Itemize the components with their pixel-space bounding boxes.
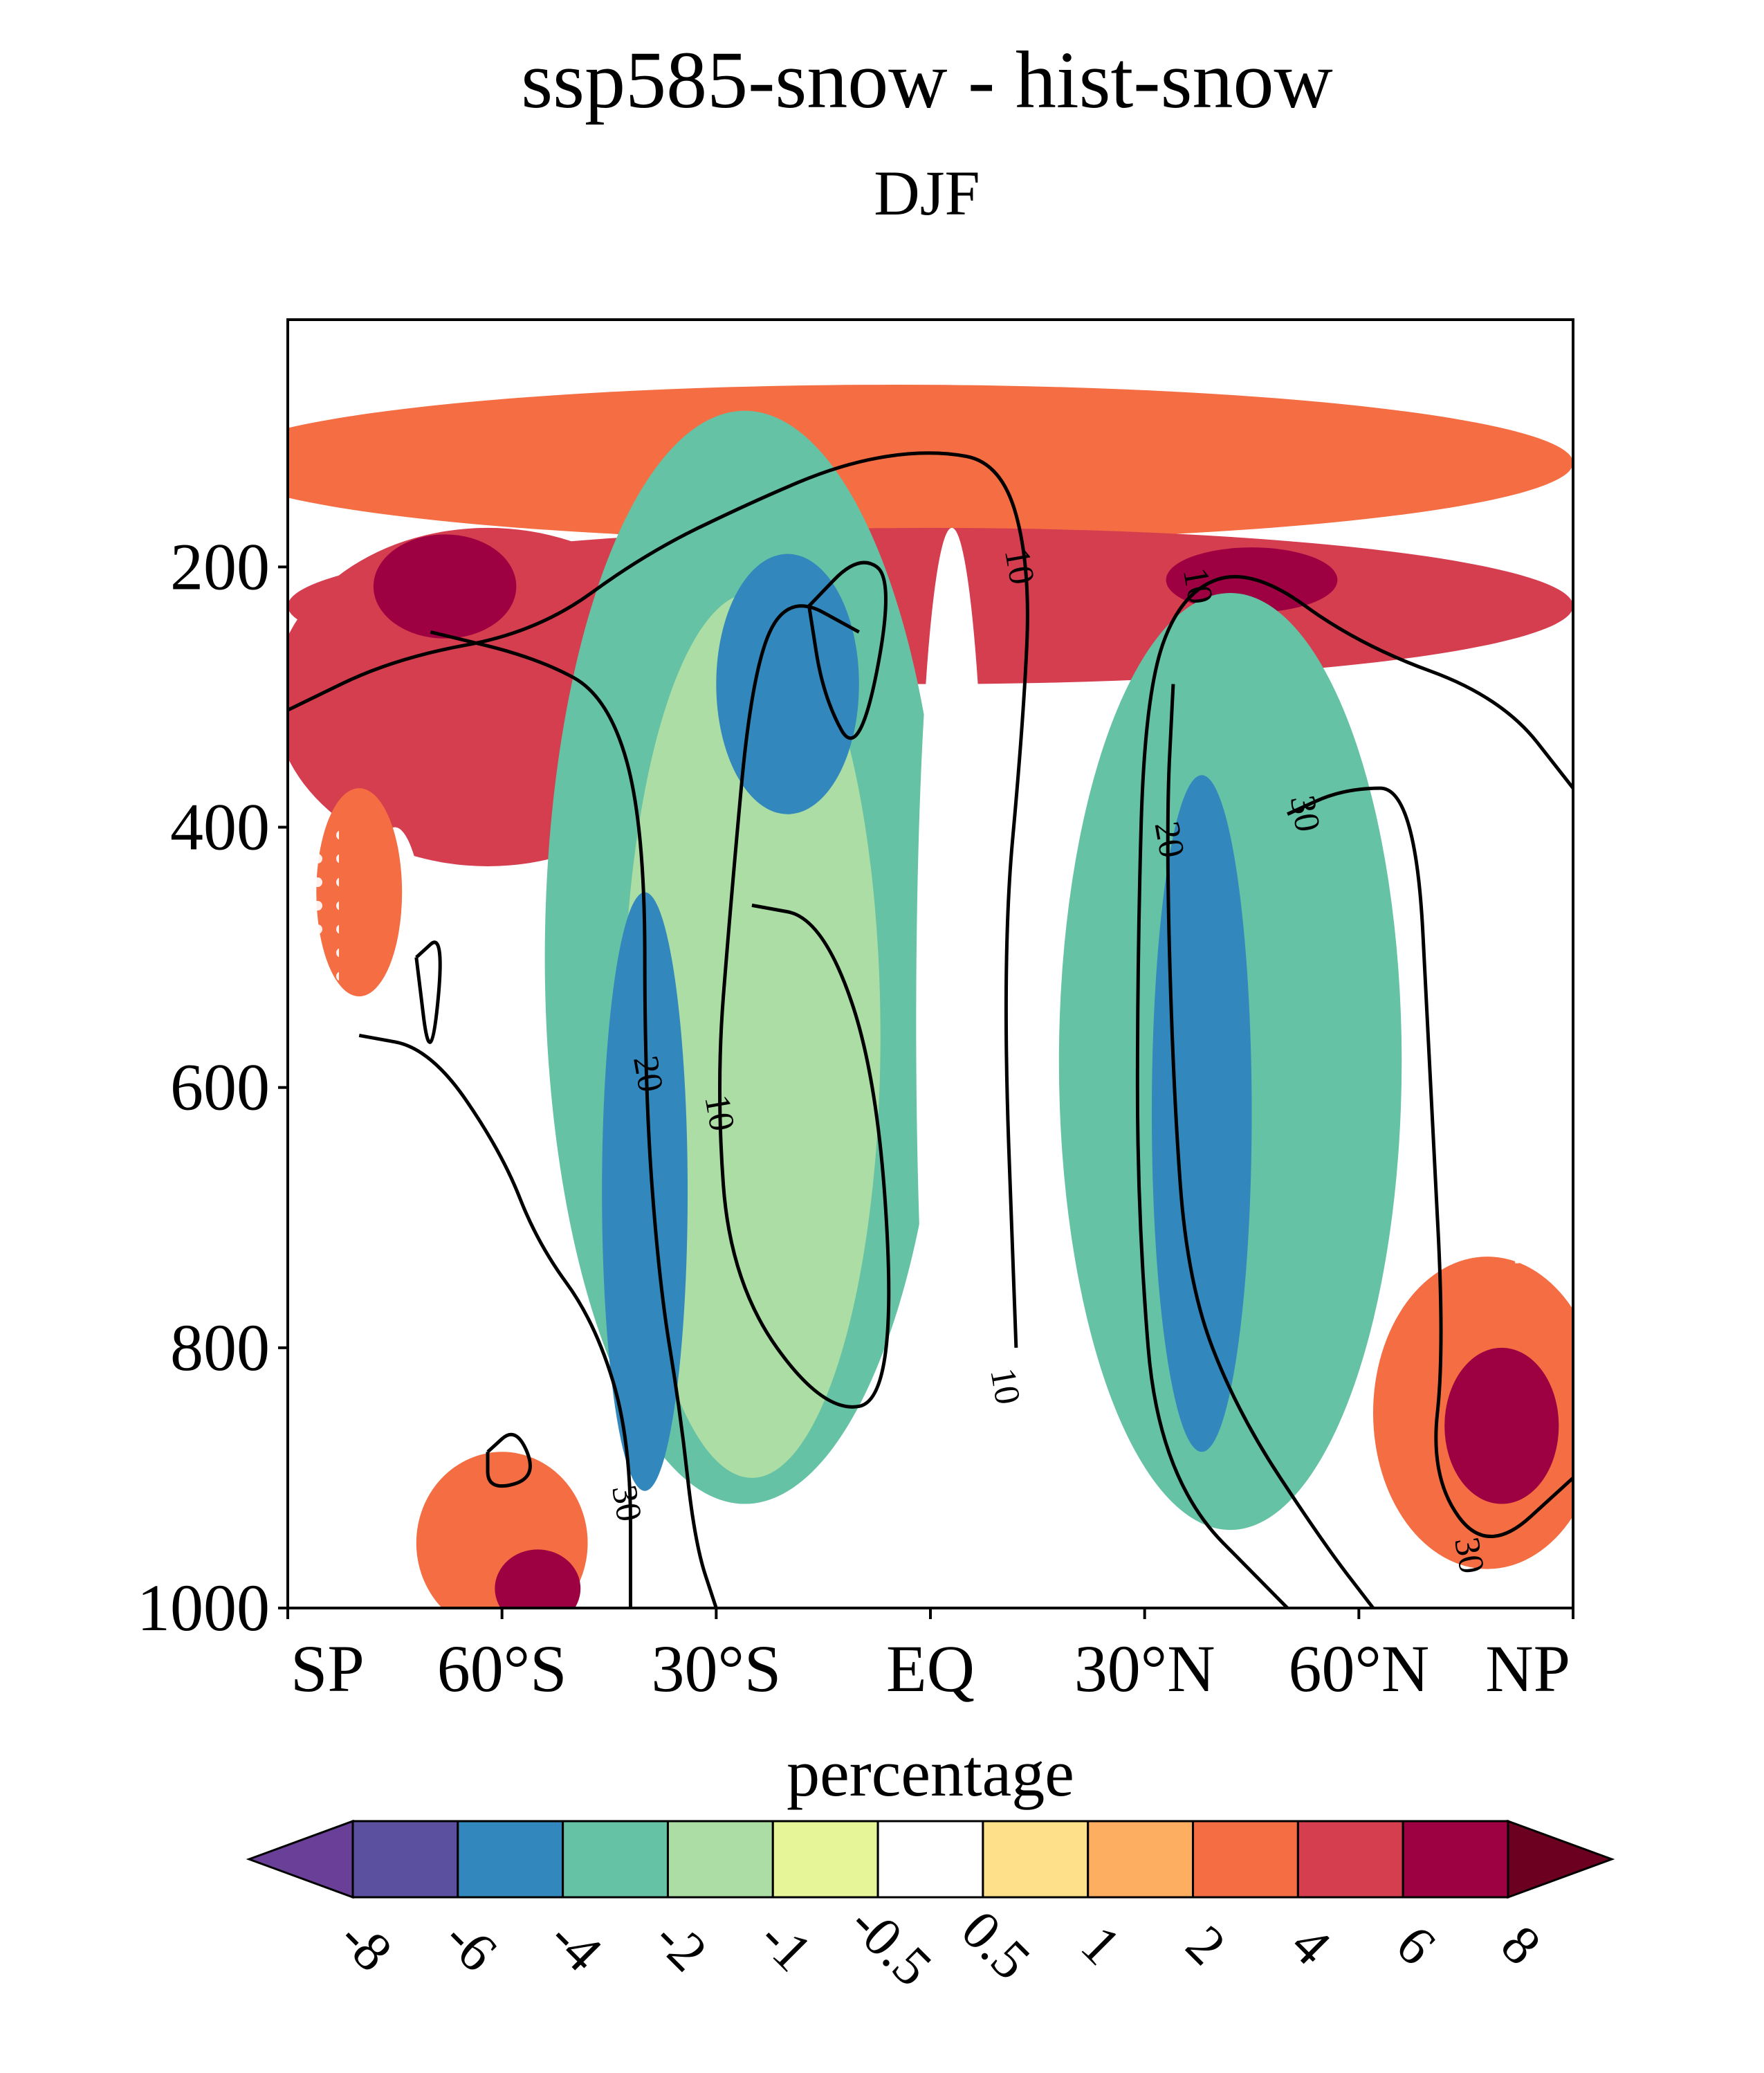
stipple-region-right-upper	[1446, 913, 1515, 989]
heat-blob-0	[288, 385, 1573, 541]
y-tick-label: 600	[170, 1050, 270, 1124]
colorbar-tick-label: -0.5	[838, 1893, 944, 1998]
colorbar-tick-label: -2	[643, 1908, 718, 1983]
colorbar-segment	[1402, 1820, 1509, 1899]
contour-label-1: 20	[625, 1053, 670, 1095]
y-tick-label: 400	[170, 790, 270, 864]
heat-blob-11	[1151, 775, 1252, 1452]
colorbar-segment	[771, 1820, 879, 1899]
colorbar-extend-low	[246, 1819, 354, 1899]
x-tick-label: EQ	[886, 1632, 975, 1706]
x-tick-label: SP	[291, 1632, 365, 1706]
colorbar-tick-label: -4	[538, 1908, 613, 1983]
colorbar-tick-label: 1	[1069, 1914, 1132, 1977]
colorbar-title: percentage	[787, 1736, 1074, 1810]
colorbar-segment	[876, 1820, 984, 1899]
stipple-region-right	[1515, 1024, 1570, 1273]
y-tick-label: 1000	[137, 1571, 270, 1645]
colorbar-segment	[457, 1820, 564, 1899]
stipple-region-left	[291, 830, 339, 1218]
x-axis: SP 60°S 30°S EQ 30°N 60°N NP	[286, 1608, 1574, 1706]
contour-line-10-2	[1135, 574, 1573, 1608]
contour-line-30-8	[414, 940, 442, 1044]
heat-blob-15	[495, 1549, 581, 1608]
x-tick-label: 60°N	[1288, 1632, 1429, 1706]
colorbar-segment	[562, 1820, 669, 1899]
colorbar-tick-label: 8	[1489, 1914, 1552, 1977]
colorbar-segment	[1296, 1820, 1404, 1899]
heat-blob-6	[623, 592, 881, 1478]
colorbar-tick-label: -1	[748, 1908, 823, 1983]
contour-line-20-5	[1166, 684, 1375, 1608]
chart-subtitle: DJF	[874, 158, 980, 228]
colorbar-tick-label: 0.5	[950, 1899, 1042, 1991]
x-tick-label: NP	[1485, 1632, 1570, 1706]
x-tick-label: 30°N	[1074, 1632, 1215, 1706]
colorbar-segment	[351, 1820, 459, 1899]
contour-labels: 10 20 30 10 10 20 30 10 30	[604, 545, 1491, 1577]
contour-label-2: 30	[604, 1482, 649, 1524]
heat-blob-4	[373, 534, 517, 639]
contour-label-6: 30	[1283, 792, 1327, 834]
contour-label-4: 10	[1175, 565, 1220, 607]
heat-blob-13	[1444, 1347, 1559, 1504]
contour-line-30-6	[358, 1033, 632, 1608]
contour-label-8: 30	[1446, 1534, 1491, 1576]
plot-area: 10 20 30 10 10 20 30 10 30	[288, 320, 1573, 1608]
colorbar-segment	[1087, 1820, 1195, 1899]
colorbar-segment	[666, 1820, 774, 1899]
colorbar-tick-label: -8	[328, 1908, 403, 1983]
contour-line-20-3	[430, 630, 718, 1608]
colorbar-segment	[1192, 1820, 1299, 1899]
contour-line-30-9	[486, 1432, 532, 1488]
colorbar-segment	[982, 1820, 1090, 1899]
significance-stippling	[291, 830, 1570, 1273]
colorbar-tick-label: 2	[1175, 1914, 1238, 1977]
colorbar-tick-label: 4	[1279, 1914, 1342, 1977]
heat-blob-16	[916, 527, 988, 1517]
y-tick-label: 800	[170, 1311, 270, 1385]
chart-title: ssp585-snow - hist-snow	[521, 35, 1333, 125]
contour-label-5: 20	[1147, 819, 1192, 861]
heatmap-field	[288, 385, 1573, 1608]
colorbar-tick-label: -6	[433, 1908, 508, 1983]
contour-label-0: 10	[697, 1092, 742, 1134]
contour-line-20-4	[807, 560, 888, 740]
contour-label-3: 10	[997, 545, 1042, 587]
y-axis: 200 400 600 800 1000	[137, 529, 288, 1645]
contour-line-30-7	[1287, 786, 1573, 1539]
contour-label-7: 10	[982, 1365, 1027, 1407]
heat-blob-7	[602, 892, 688, 1491]
contour-line-10-0	[288, 451, 1029, 1348]
heat-blob-8	[716, 554, 859, 814]
colorbar-extend-high	[1507, 1819, 1615, 1899]
contour-line-10-1	[718, 604, 891, 1409]
x-tick-label: 30°S	[651, 1632, 781, 1706]
colorbar: -8 -6 -4 -2 -1 -0.5 0.5 1 2 4 6 8	[246, 1819, 1615, 1998]
contour-lines	[288, 451, 1573, 1608]
x-tick-label: 60°S	[437, 1632, 567, 1706]
y-tick-label: 200	[170, 529, 270, 603]
colorbar-tick-label: 6	[1384, 1914, 1447, 1977]
